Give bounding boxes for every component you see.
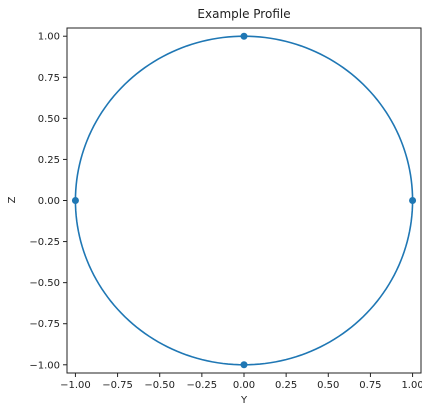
data-point — [71, 197, 79, 204]
x-tick-label: 0.00 — [233, 380, 255, 391]
x-axis-label: Y — [240, 395, 248, 405]
plot-frame — [66, 27, 422, 374]
y-tick-label: −1.00 — [29, 360, 60, 371]
x-ticks: −1.00 −0.75 −0.50 −0.25 0.00 0.25 0.50 0.75 1.00 — [60, 373, 422, 391]
y-tick-label: 0.50 — [38, 114, 60, 125]
profile-curve — [74, 35, 414, 366]
x-tick-label: −0.75 — [102, 380, 133, 391]
data-point — [409, 197, 417, 204]
y-tick-label: 0.75 — [38, 73, 60, 84]
chart-title: Example Profile — [197, 7, 290, 21]
data-point — [240, 32, 248, 40]
x-tick-label: −0.25 — [187, 380, 218, 391]
x-tick-label: −1.00 — [60, 380, 91, 391]
y-axis-label: Z — [7, 196, 18, 203]
x-tick-label: 0.50 — [317, 380, 339, 391]
y-tick-label: −0.25 — [29, 237, 60, 248]
x-tick-label: 0.25 — [275, 380, 297, 391]
y-tick-label: −0.50 — [29, 278, 60, 289]
x-tick-label: 0.75 — [359, 380, 381, 391]
y-tick-label: 0.00 — [38, 196, 60, 207]
y-tick-label: −0.75 — [29, 319, 60, 330]
x-tick-label: −0.50 — [144, 380, 175, 391]
plot-series — [71, 32, 417, 369]
y-ticks: −1.00 −0.75 −0.50 −0.25 0.00 0.25 0.50 0.75 1.00 — [29, 32, 67, 371]
y-tick-label: 0.25 — [38, 155, 60, 166]
data-point — [240, 361, 248, 369]
y-tick-label: 1.00 — [38, 32, 60, 43]
x-tick-label: 1.00 — [401, 380, 422, 391]
